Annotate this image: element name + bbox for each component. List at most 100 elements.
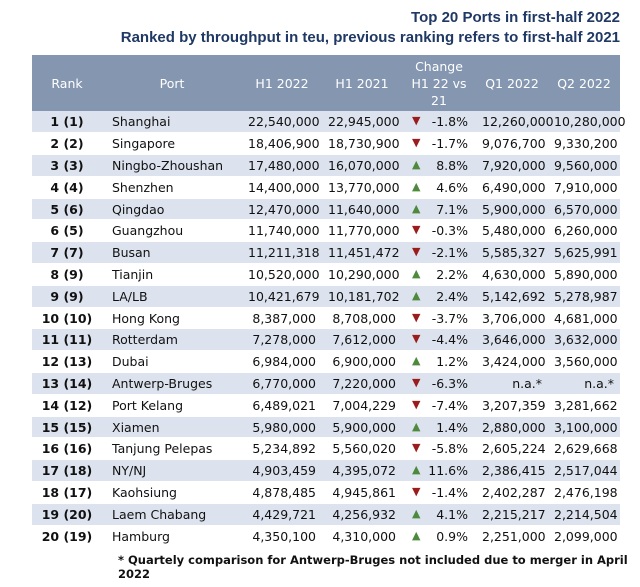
h1-2022-cell: 18,406,900 — [242, 132, 322, 156]
table-row: 2 (2) Singapore 18,406,900 18,730,900 ▼ -1.7%… — [32, 132, 620, 156]
table-row: 16 (16) Tanjung Pelepas 5,234,892 5,560,020… — [32, 437, 620, 461]
rank-cell: 10 (10) — [32, 307, 102, 330]
h1-2022-cell: 4,429,721 — [242, 503, 322, 526]
q1-2022-cell: n.a.* — [476, 372, 548, 395]
change-value: -1.4% — [431, 484, 468, 500]
h1-2021-cell: 7,612,000 — [322, 328, 402, 352]
h1-2022-cell: 8,387,000 — [242, 307, 322, 330]
table-row: 12 (13) Dubai 6,984,000 6,900,000 ▲ 1.2% 3,424… — [32, 350, 620, 374]
q1-2022-cell: 2,402,287 — [476, 481, 548, 504]
table-row: 20 (19) Hamburg 4,350,100 4,310,000 ▲ 0.9% 2,2… — [32, 525, 620, 548]
port-cell: Hong Kong — [102, 307, 242, 330]
q2-2022-cell: n.a.* — [548, 372, 620, 395]
triangle-up-icon: ▲ — [412, 354, 421, 368]
change-cell: ▲ 7.1% — [402, 198, 476, 221]
h1-2021-cell: 10,290,000 — [322, 263, 402, 286]
q1-2022-cell: 3,207,359 — [476, 394, 548, 417]
h1-2021-cell: 7,004,229 — [322, 394, 402, 417]
q2-2022-cell: 3,100,000 — [548, 416, 620, 439]
table-row: 6 (5) Guangzhou 11,740,000 11,770,000 ▼ -0.3%… — [32, 219, 620, 243]
port-cell: Tianjin — [102, 263, 242, 286]
h1-2021-cell: 6,900,000 — [322, 350, 402, 374]
q1-2022-cell: 5,900,000 — [476, 198, 548, 221]
change-cell: ▼ -3.7% — [402, 307, 476, 330]
change-cell: ▼ -5.8% — [402, 437, 476, 461]
h1-2021-cell: 5,900,000 — [322, 416, 402, 439]
change-cell: ▲ 1.4% — [402, 416, 476, 439]
q1-2022-cell: 2,605,224 — [476, 437, 548, 461]
q2-2022-cell: 2,476,198 — [548, 481, 620, 504]
change-cell: ▲ 8.8% — [402, 154, 476, 177]
triangle-up-icon: ▲ — [412, 419, 421, 433]
header-q2-2022: Q2 2022 — [548, 55, 620, 111]
h1-2022-cell: 10,421,679 — [242, 285, 322, 308]
change-cell: ▼ -6.3% — [402, 372, 476, 395]
q2-2022-cell: 9,330,200 — [548, 132, 620, 156]
port-cell: Guangzhou — [102, 219, 242, 243]
change-cell: ▼ -2.1% — [402, 241, 476, 265]
change-value: 1.4% — [436, 419, 468, 435]
q2-2022-cell: 10,280,000 — [548, 111, 626, 134]
table-row: 15 (15) Xiamen 5,980,000 5,900,000 ▲ 1.4% 2,88… — [32, 416, 620, 439]
q1-2022-cell: 4,630,000 — [476, 263, 548, 286]
q1-2022-cell: 9,076,700 — [476, 132, 548, 156]
rank-cell: 17 (18) — [32, 459, 102, 483]
h1-2022-cell: 14,400,000 — [242, 176, 322, 199]
table-row: 17 (18) NY/NJ 4,903,459 4,395,072 ▲ 11.6% 2,38… — [32, 459, 620, 483]
change-value: 11.6% — [428, 463, 468, 479]
triangle-down-icon: ▼ — [412, 375, 421, 389]
change-value: 0.9% — [436, 528, 468, 544]
q1-2022-cell: 2,251,000 — [476, 525, 548, 548]
triangle-up-icon: ▲ — [412, 179, 421, 193]
change-value: 4.6% — [436, 179, 468, 195]
change-cell: ▲ 0.9% — [402, 525, 476, 548]
q2-2022-cell: 3,560,000 — [548, 350, 620, 374]
header-q1-2022: Q1 2022 — [476, 55, 548, 111]
h1-2021-cell: 16,070,000 — [322, 154, 402, 177]
change-value: -0.3% — [431, 223, 468, 239]
h1-2021-cell: 7,220,000 — [322, 372, 402, 395]
q2-2022-cell: 9,560,000 — [548, 154, 620, 177]
q2-2022-cell: 5,625,991 — [548, 241, 620, 265]
triangle-up-icon: ▲ — [412, 201, 421, 215]
port-cell: Ningbo-Zhoushan — [102, 154, 242, 177]
q1-2022-cell: 3,646,000 — [476, 328, 548, 352]
triangle-down-icon: ▼ — [412, 136, 421, 150]
rank-cell: 15 (15) — [32, 416, 102, 439]
h1-2022-cell: 10,520,000 — [242, 263, 322, 286]
page-title: Top 20 Ports in first-half 2022 — [411, 9, 620, 26]
change-cell: ▲ 4.6% — [402, 176, 476, 199]
rank-cell: 2 (2) — [32, 132, 102, 156]
h1-2021-cell: 4,256,932 — [322, 503, 402, 526]
h1-2022-cell: 4,903,459 — [242, 459, 322, 483]
port-cell: Antwerp-Bruges — [102, 372, 242, 395]
triangle-up-icon: ▲ — [412, 157, 421, 171]
triangle-down-icon: ▼ — [412, 332, 421, 346]
table-row: 13 (14) Antwerp-Bruges 6,770,000 7,220,000 ▼… — [32, 372, 620, 395]
h1-2022-cell: 6,489,021 — [242, 394, 322, 417]
change-cell: ▼ -7.4% — [402, 394, 476, 417]
h1-2021-cell: 5,560,020 — [322, 437, 402, 461]
q2-2022-cell: 4,681,000 — [548, 307, 620, 330]
change-cell: ▼ -1.7% — [402, 132, 476, 156]
q1-2022-cell: 7,920,000 — [476, 154, 548, 177]
h1-2021-cell: 11,451,472 — [322, 241, 402, 265]
table-row: 9 (9) LA/LB 10,421,679 10,181,702 ▲ 2.4% 5,142… — [32, 285, 620, 308]
table-row: 18 (17) Kaohsiung 4,878,485 4,945,861 ▼ -1.4%… — [32, 481, 620, 504]
header-port: Port — [102, 55, 242, 111]
table-row: 1 (1) Shanghai 22,540,000 22,945,000 ▼ -1.8% 1… — [32, 111, 626, 134]
change-value: 1.2% — [436, 354, 468, 370]
port-cell: Rotterdam — [102, 328, 242, 352]
q1-2022-cell: 3,424,000 — [476, 350, 548, 374]
triangle-up-icon: ▲ — [412, 463, 421, 477]
change-cell: ▲ 1.2% — [402, 350, 476, 374]
q2-2022-cell: 3,632,000 — [548, 328, 620, 352]
q1-2022-cell: 5,585,327 — [476, 241, 548, 265]
rank-cell: 8 (9) — [32, 263, 102, 286]
q1-2022-cell: 12,260,000 — [476, 111, 554, 134]
h1-2022-cell: 6,770,000 — [242, 372, 322, 395]
change-value: -6.3% — [431, 375, 468, 391]
change-cell: ▲ 11.6% — [402, 459, 476, 483]
change-cell: ▼ -1.8% — [402, 111, 476, 134]
q2-2022-cell: 2,629,668 — [548, 437, 620, 461]
